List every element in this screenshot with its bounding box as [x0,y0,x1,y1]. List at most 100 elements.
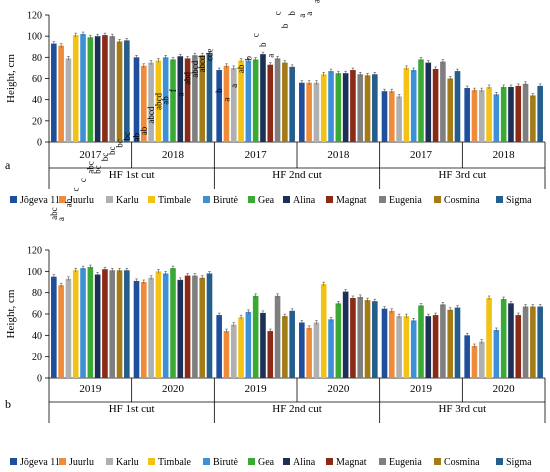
bar-2-4 [246,312,252,378]
bar-2-2 [231,325,237,378]
legend-label: Eugenia [389,457,422,468]
x-category-cut: HF 1st cut [109,403,155,415]
bar-5-9 [530,95,536,142]
bar-5-2 [479,90,485,142]
x-category-year: 2018 [162,149,185,161]
bar-1-5 [170,59,176,142]
bar-0-10 [124,40,130,142]
bar-5-0 [464,88,470,142]
y-tick-label: 100 [27,32,42,43]
legend-swatch [203,196,210,203]
bar-4-9 [447,310,453,378]
bar-5-4 [494,94,500,142]
bar-4-0 [382,309,388,378]
bar-5-7 [515,315,521,378]
bar-2-1 [224,66,230,142]
bar-4-4 [411,320,417,378]
legend-label: Timbale [158,195,192,206]
legend-label: Karlu [116,457,139,468]
legend-swatch [10,458,17,465]
panel-letter: b [5,397,11,411]
bar-2-0 [216,315,222,378]
legend-label: Karlu [116,195,139,206]
bar-2-8 [275,58,281,142]
legend-swatch [434,196,441,203]
legend-label: Birutė [213,457,239,468]
x-category-cut: HF 3rd cut [438,169,486,181]
significance-letter: b [214,88,224,93]
bar-3-2 [314,323,320,378]
bar-5-2 [479,342,485,378]
significance-letter: cde [205,48,215,61]
bar-4-3 [404,68,410,142]
bar-4-4 [411,70,417,142]
bar-5-10 [537,86,543,142]
legend-label: Sigma [506,195,532,206]
significance-letter: a [265,54,275,58]
y-tick-label: 20 [32,116,42,127]
bar-2-9 [282,316,288,378]
x-category-cut: HF 1st cut [109,169,155,181]
significance-letter: a [304,12,314,16]
bar-0-7 [102,269,108,378]
bar-0-9 [117,270,123,378]
x-category-year: 2020 [493,383,516,395]
bar-5-7 [515,86,521,142]
y-tick-label: 40 [32,331,42,342]
bar-3-5 [336,73,342,142]
bar-1-4 [163,273,169,378]
y-tick-label: 80 [32,53,42,64]
bar-2-8 [275,296,281,378]
bar-1-6 [178,280,184,378]
bar-2-10 [289,67,295,142]
legend-label: Gea [258,457,275,468]
panel-letter: a [5,158,11,172]
bar-0-2 [66,279,72,378]
y-axis-label: Height, cm [5,289,17,338]
bar-1-10 [207,54,213,142]
significance-letter: a [311,0,321,3]
bar-3-3 [321,284,327,378]
bar-3-4 [328,319,334,378]
bar-3-4 [328,71,334,142]
legend-swatch [248,196,255,203]
x-category-cut: HF 2nd cut [272,403,322,415]
y-tick-label: 20 [32,352,42,363]
x-category-year: 2018 [327,149,350,161]
bar-5-1 [472,90,478,142]
bar-2-10 [289,311,295,378]
bar-3-7 [350,70,356,142]
legend-swatch [496,196,503,203]
x-category-year: 2017 [410,149,433,161]
bar-3-6 [343,292,349,378]
bar-5-10 [537,307,543,378]
bar-4-6 [426,316,432,378]
bar-0-6 [95,275,101,378]
x-category-year: 2019 [245,383,268,395]
bar-0-0 [51,44,57,142]
bar-2-1 [224,331,230,378]
legend-label: Timbale [158,457,192,468]
bar-4-5 [418,59,424,142]
legend-swatch [434,458,441,465]
legend-swatch [148,196,155,203]
legend-swatch [106,458,113,465]
bar-0-5 [88,267,94,378]
bar-0-8 [109,270,115,378]
bar-0-1 [58,285,64,378]
legend-label: Alina [293,195,316,206]
bar-0-6 [95,36,101,142]
x-category-year: 2017 [245,149,268,161]
significance-letter: ab [63,198,73,207]
y-tick-label: 40 [32,95,42,106]
bar-1-1 [141,282,147,378]
significance-letter: bc [122,132,132,141]
bar-0-3 [73,35,79,142]
y-tick-label: 120 [27,11,42,22]
legend-swatch [496,458,503,465]
y-tick-label: 60 [32,74,42,85]
bar-5-3 [486,87,492,142]
bar-3-0 [299,323,305,378]
x-category-year: 2019 [410,383,433,395]
